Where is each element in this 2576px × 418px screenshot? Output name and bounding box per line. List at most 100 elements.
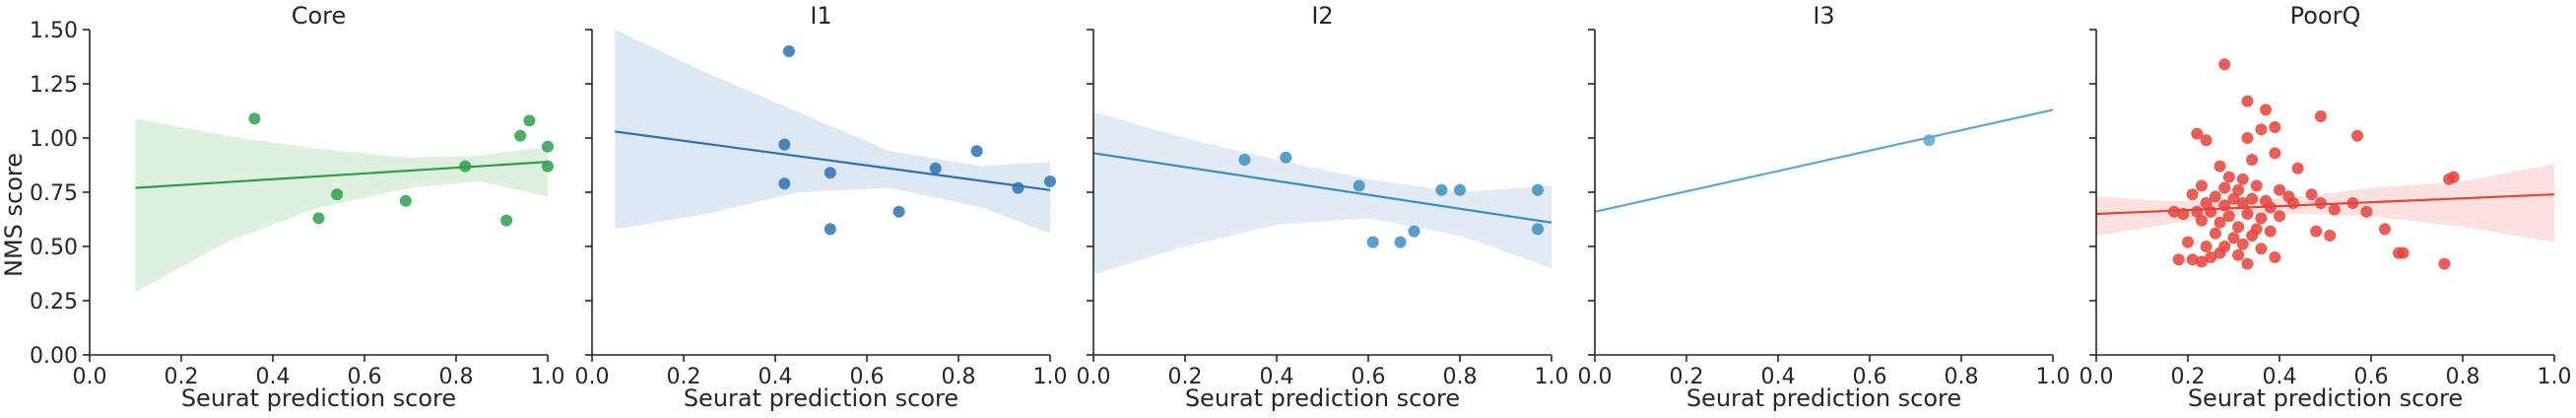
data-point [1044,175,1056,187]
data-point [2218,181,2231,194]
facet-panel-core: 0.0 0.2 0.4 0.6 0.8 1.0 0.00 0.25 0.50 0.75 1.00 1.… [30,2,564,412]
data-point [782,45,795,57]
data-point [2255,243,2268,255]
x-tick-label: 0.2 [2171,365,2206,389]
x-tick-label: 0.2 [1670,365,1704,389]
data-point [2241,257,2254,270]
facet-panel-i2: 0.0 0.2 0.4 0.6 0.8 1.0 I2 Seurat prediction sc… [1077,2,1569,412]
data-point [2195,214,2208,227]
x-axis-label: Seurat prediction score [181,384,456,412]
y-tick-label: 0.25 [30,290,78,314]
x-tick-label: 1.0 [1535,365,1569,389]
y-tick-label: 0.50 [30,236,78,260]
x-tick-label: 1.0 [2036,365,2071,389]
data-point [2241,208,2254,220]
data-point [2447,171,2460,183]
confidence-band [135,118,548,293]
data-point [2200,134,2213,147]
x-tick-label: 0.8 [942,365,976,389]
data-point [2346,197,2359,209]
panel-title: I1 [810,2,831,30]
x-tick-label: 0.8 [1443,365,1478,389]
data-point [1532,183,1545,196]
x-tick-label: 0.6 [348,365,382,389]
x-tick-label: 0.4 [1761,365,1796,389]
facet-panel-i1: 0.0 0.2 0.4 0.6 0.8 1.0 I1 Seurat prediction sc… [575,2,1068,412]
data-point [2269,251,2281,263]
data-point [2351,129,2364,142]
data-point [2222,171,2235,183]
data-point [1408,225,1420,238]
data-point [459,160,472,173]
data-point [2200,241,2213,252]
x-tick-label: 0.4 [1260,365,1294,389]
data-point [2227,232,2240,244]
data-point [2168,205,2181,218]
data-point [523,114,536,127]
data-point [2260,104,2273,116]
y-tick-label: 1.50 [30,19,78,43]
x-tick-label: 0.0 [575,365,610,389]
data-point [2241,95,2254,107]
x-tick-label: 0.8 [1945,365,1979,389]
data-point [2274,183,2285,196]
data-point [2328,203,2341,216]
panel-title: PoorQ [2290,2,2361,30]
panel-title: I3 [1813,2,1834,30]
data-point [399,194,412,207]
data-point [2236,197,2249,209]
data-point [2269,121,2281,133]
data-point [1454,183,1466,196]
y-tick-label: 0.75 [30,181,78,206]
data-point [2324,230,2337,242]
panel-title: Core [292,2,347,30]
x-tick-label: 0.8 [2446,365,2480,389]
y-axis-label: NMS score [0,153,28,277]
data-point [2209,190,2221,203]
data-point [1366,236,1379,248]
x-axis-label: Seurat prediction score [684,384,958,412]
x-tick-label: 0.4 [759,365,793,389]
data-point [1532,223,1545,236]
data-point [2314,197,2327,209]
regression-line [615,130,1050,191]
x-tick-label: 0.0 [1578,365,1613,389]
data-point [542,160,554,173]
data-point [2232,221,2245,234]
data-point [2397,246,2410,259]
x-tick-label: 0.6 [2354,365,2389,389]
data-point [2186,253,2199,266]
data-point [2195,179,2208,192]
data-point [970,145,983,158]
data-point [2186,188,2199,201]
data-point [824,223,836,236]
data-point [2264,225,2277,238]
data-point [2177,208,2190,220]
data-point [248,112,261,125]
data-point [2205,205,2217,218]
data-point [2438,257,2451,270]
x-tick-label: 0.8 [439,365,474,389]
x-tick-label: 1.0 [1033,365,1068,389]
data-point [1394,236,1407,248]
data-point [778,138,791,151]
data-point [2360,205,2373,218]
x-tick-label: 0.4 [256,365,291,389]
data-point [2195,255,2208,268]
data-point [2269,147,2281,160]
data-point [2213,216,2226,229]
y-tick-label: 1.00 [30,127,78,152]
data-point [2255,212,2268,225]
panel-title: I2 [1311,2,1333,30]
data-point [2232,248,2245,261]
data-point [2241,132,2254,144]
data-point [2378,223,2391,236]
data-point [2236,238,2249,250]
x-tick-label: 0.0 [73,365,107,389]
x-axis-label: Seurat prediction score [2188,384,2463,412]
data-point [2227,192,2240,205]
data-point [542,140,554,153]
x-tick-label: 0.2 [165,365,199,389]
data-point [2172,253,2185,266]
